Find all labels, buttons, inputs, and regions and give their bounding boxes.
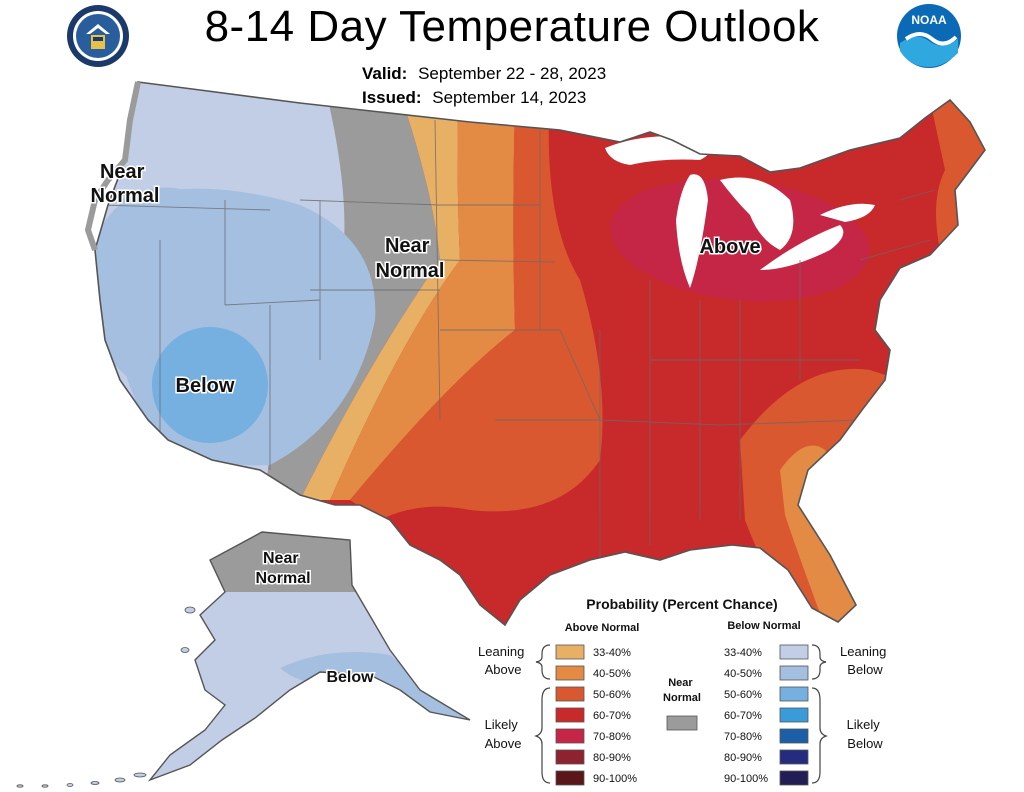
legend-above-swatch: [555, 749, 585, 765]
state-borders: [99, 119, 941, 560]
issued-value: September 14, 2023: [432, 88, 587, 107]
aleutian-islands: [16, 606, 196, 788]
issued-line: Issued: September 14, 2023: [362, 88, 586, 108]
legend-below-label: 50-60%: [724, 689, 762, 701]
legend-braces: [534, 644, 828, 784]
legend-below-label: 40-50%: [724, 668, 762, 680]
commerce-seal-icon: [67, 5, 129, 67]
legend: Probability (Percent Chance) Above Norma…: [478, 596, 890, 786]
legend-above-header: Above Normal: [565, 622, 640, 634]
legend-below-label: 90-100%: [724, 773, 768, 785]
legend-above-swatch: [555, 665, 585, 681]
legend-group-leaning-below: Leaning Below: [840, 644, 890, 677]
valid-value: September 22 - 28, 2023: [418, 64, 607, 83]
legend-below-swatch: [779, 770, 809, 786]
label-alaska-below: Below: [326, 669, 374, 686]
legend-below-label: 70-80%: [724, 731, 762, 743]
legend-group-likely-below: Likely Below: [847, 717, 884, 751]
legend-group-leaning-above: Leaning Above: [478, 644, 528, 677]
legend-below-swatch: [779, 665, 809, 681]
legend-above-label: 80-90%: [593, 752, 631, 764]
legend-group-likely-above: Likely Above: [485, 717, 522, 751]
legend-title: Probability (Percent Chance): [586, 596, 777, 612]
legend-above-swatch: [555, 707, 585, 723]
legend-above-label: 40-50%: [593, 668, 631, 680]
legend-below-swatch: [779, 728, 809, 744]
label-above-great-lakes: Above: [699, 236, 760, 258]
label-alaska-near-normal: Near Normal: [255, 550, 310, 587]
legend-above-swatch: [555, 728, 585, 744]
page-title: 8-14 Day Temperature Outlook: [204, 2, 820, 51]
valid-label: Valid:: [362, 64, 408, 83]
alaska-probability-fill: [150, 532, 470, 780]
legend-below-swatch: [779, 644, 809, 660]
legend-below-swatch: [779, 686, 809, 702]
west-coast-near-normal-strip: [84, 81, 141, 251]
label-below-southwest: Below: [176, 375, 235, 397]
legend-above-swatch: [555, 686, 585, 702]
legend-above-label: 90-100%: [593, 773, 637, 785]
issued-label: Issued:: [362, 88, 422, 107]
legend-above-label: 60-70%: [593, 710, 631, 722]
great-lakes: [605, 136, 875, 288]
legend-below-swatch: [779, 749, 809, 765]
legend-above-swatch: [555, 770, 585, 786]
legend-near-swatch: [666, 715, 698, 731]
conus-probability-fill: [95, 82, 985, 625]
legend-above-label: 70-80%: [593, 731, 631, 743]
valid-line: Valid: September 22 - 28, 2023: [362, 64, 606, 84]
legend-near-header: Near Normal: [663, 677, 701, 704]
label-central-near-normal: Near Normal: [376, 235, 445, 282]
legend-below-label: 80-90%: [724, 752, 762, 764]
noaa-logo-icon: NOAA: [897, 4, 961, 68]
label-west-near-normal: Near Normal: [91, 161, 160, 207]
legend-below-header: Below Normal: [727, 620, 800, 632]
noaa-logo-text: NOAA: [911, 13, 947, 27]
legend-above-label: 33-40%: [593, 647, 631, 659]
legend-below-label: 33-40%: [724, 647, 762, 659]
legend-below-items: 33-40% 40-50% 50-60% 60-70% 70-80% 80-90% 90-1…: [724, 644, 809, 786]
legend-above-items: 33-40% 40-50% 50-60% 60-70% 70-80% 80-90% 90-1…: [555, 644, 637, 786]
legend-above-label: 50-60%: [593, 689, 631, 701]
legend-below-label: 60-70%: [724, 710, 762, 722]
legend-above-swatch: [555, 644, 585, 660]
legend-below-swatch: [779, 707, 809, 723]
